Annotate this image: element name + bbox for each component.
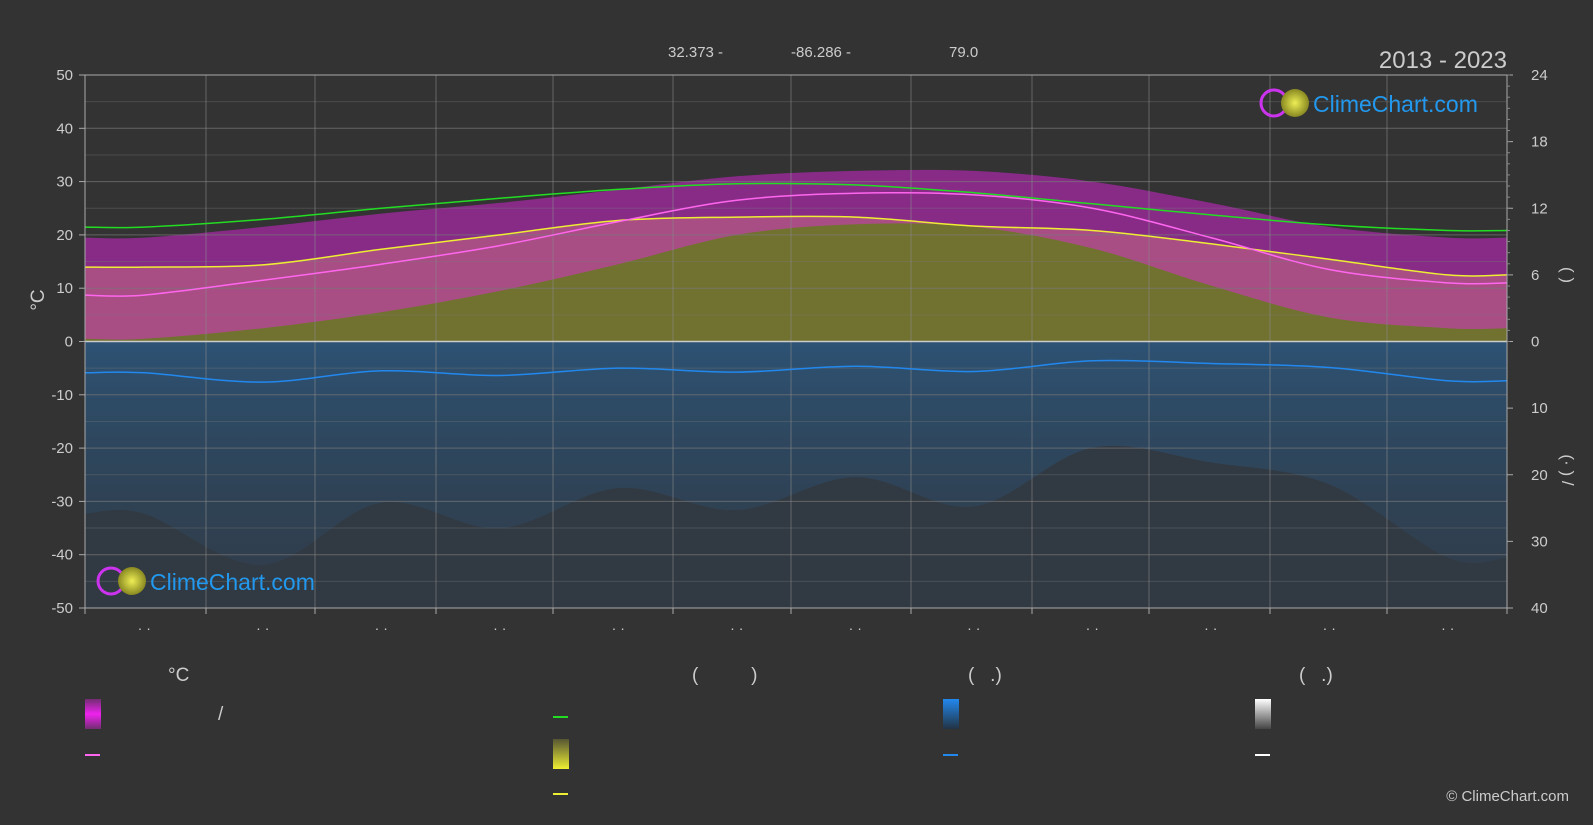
y-right-top-tick-label: 18 [1531,134,1548,151]
y-left-tick-label: 0 [65,334,73,351]
logo-sun-icon [1281,89,1309,117]
legend-rain-mean-swatch [943,754,958,756]
years-label: 2013 - 2023 [1379,47,1507,74]
y-right-top-tick-label: 12 [1531,200,1548,217]
legend-temp-mean-swatch [85,754,100,756]
legend-rain-swatch [943,699,959,729]
y-right-bottom-tick-label: 40 [1531,600,1548,617]
x-tick-label: · · [138,620,151,636]
y-right-top-tick-label: 0 [1531,334,1539,351]
legend-sun-header: ( ) [692,665,758,686]
watermark-text-top: ClimeChart.com [1313,91,1478,117]
y-right-top-axis-title: ( ) [1558,267,1577,283]
precip-area [85,341,1507,566]
daylight-line [84,182,1508,232]
sunshine-area [85,216,1507,342]
x-tick-label: · · [1086,620,1099,636]
x-tick-label: · · [1323,620,1336,636]
x-tick-label: · · [256,620,269,636]
y-right-top-tick-label: 24 [1531,67,1548,84]
legend-snow-mean-swatch [1255,754,1270,756]
data-areas [85,169,1507,608]
legend-snow-swatch [1255,699,1271,729]
latitude-label: 32.373 - [668,44,723,61]
watermark-logo-bottom: ClimeChart.com [96,566,315,596]
y-left-tick-label: -40 [51,547,73,564]
y-left-tick-label: -20 [51,440,73,457]
legend-temp-range-label: / [218,704,224,725]
y-left-tick-label: 40 [56,120,73,137]
y-left-tick-label: -50 [51,600,73,617]
y-right-bottom-tick-label: 20 [1531,467,1548,484]
legend-sunshine-mean-swatch [553,793,568,795]
legend-rain-header: ( .) [968,665,1002,686]
watermark-logo-top: ClimeChart.com [1259,88,1478,118]
y-left-tick-label: 10 [56,280,73,297]
x-tick-label: · · [1204,620,1217,636]
temp-mean-line [84,192,1508,297]
copyright: © ClimeChart.com [1446,788,1569,805]
logo-sun-icon [118,567,146,595]
x-tick-label: · · [730,620,743,636]
y-left-axis-title: °C [28,289,49,310]
precip-line [84,359,1508,383]
longitude-label: -86.286 - [791,44,851,61]
legend-snow-header: ( .) [1299,665,1333,686]
x-tick-label: · · [375,620,388,636]
y-left-tick-label: -30 [51,493,73,510]
temp-range-area [85,169,1507,340]
y-right-top-tick-label: 6 [1531,267,1539,284]
y-right-bottom-tick-label: 30 [1531,533,1548,550]
y-left-tick-label: 30 [56,174,73,191]
y-left-tick-label: -10 [51,387,73,404]
watermark-text-bottom: ClimeChart.com [150,569,315,595]
legend-sunshine-swatch [553,739,569,769]
legend-temp-range-swatch [85,699,101,729]
x-tick-label: · · [1441,620,1454,636]
x-tick-label: · · [493,620,506,636]
data-lines [84,182,1508,383]
y-right-bottom-axis-title: (· ) / [1558,454,1577,485]
y-left-tick-label: 20 [56,227,73,244]
grid [84,74,1508,609]
x-tick-label: · · [612,620,625,636]
axes: 50 40 30 20 10 0 -10 -20 -30 -40 -50 24 18 12 6 0 10 20 30… [51,67,1547,636]
x-tick-label: · · [849,620,862,636]
sunshine-line [84,215,1508,277]
elevation-label: 79.0 [949,44,978,61]
y-right-bottom-tick-label: 10 [1531,400,1548,417]
legend-temp-header: °C [168,665,190,686]
legend-daylight-swatch [553,716,568,718]
x-tick-label: · · [967,620,980,636]
y-left-tick-label: 50 [56,67,73,84]
